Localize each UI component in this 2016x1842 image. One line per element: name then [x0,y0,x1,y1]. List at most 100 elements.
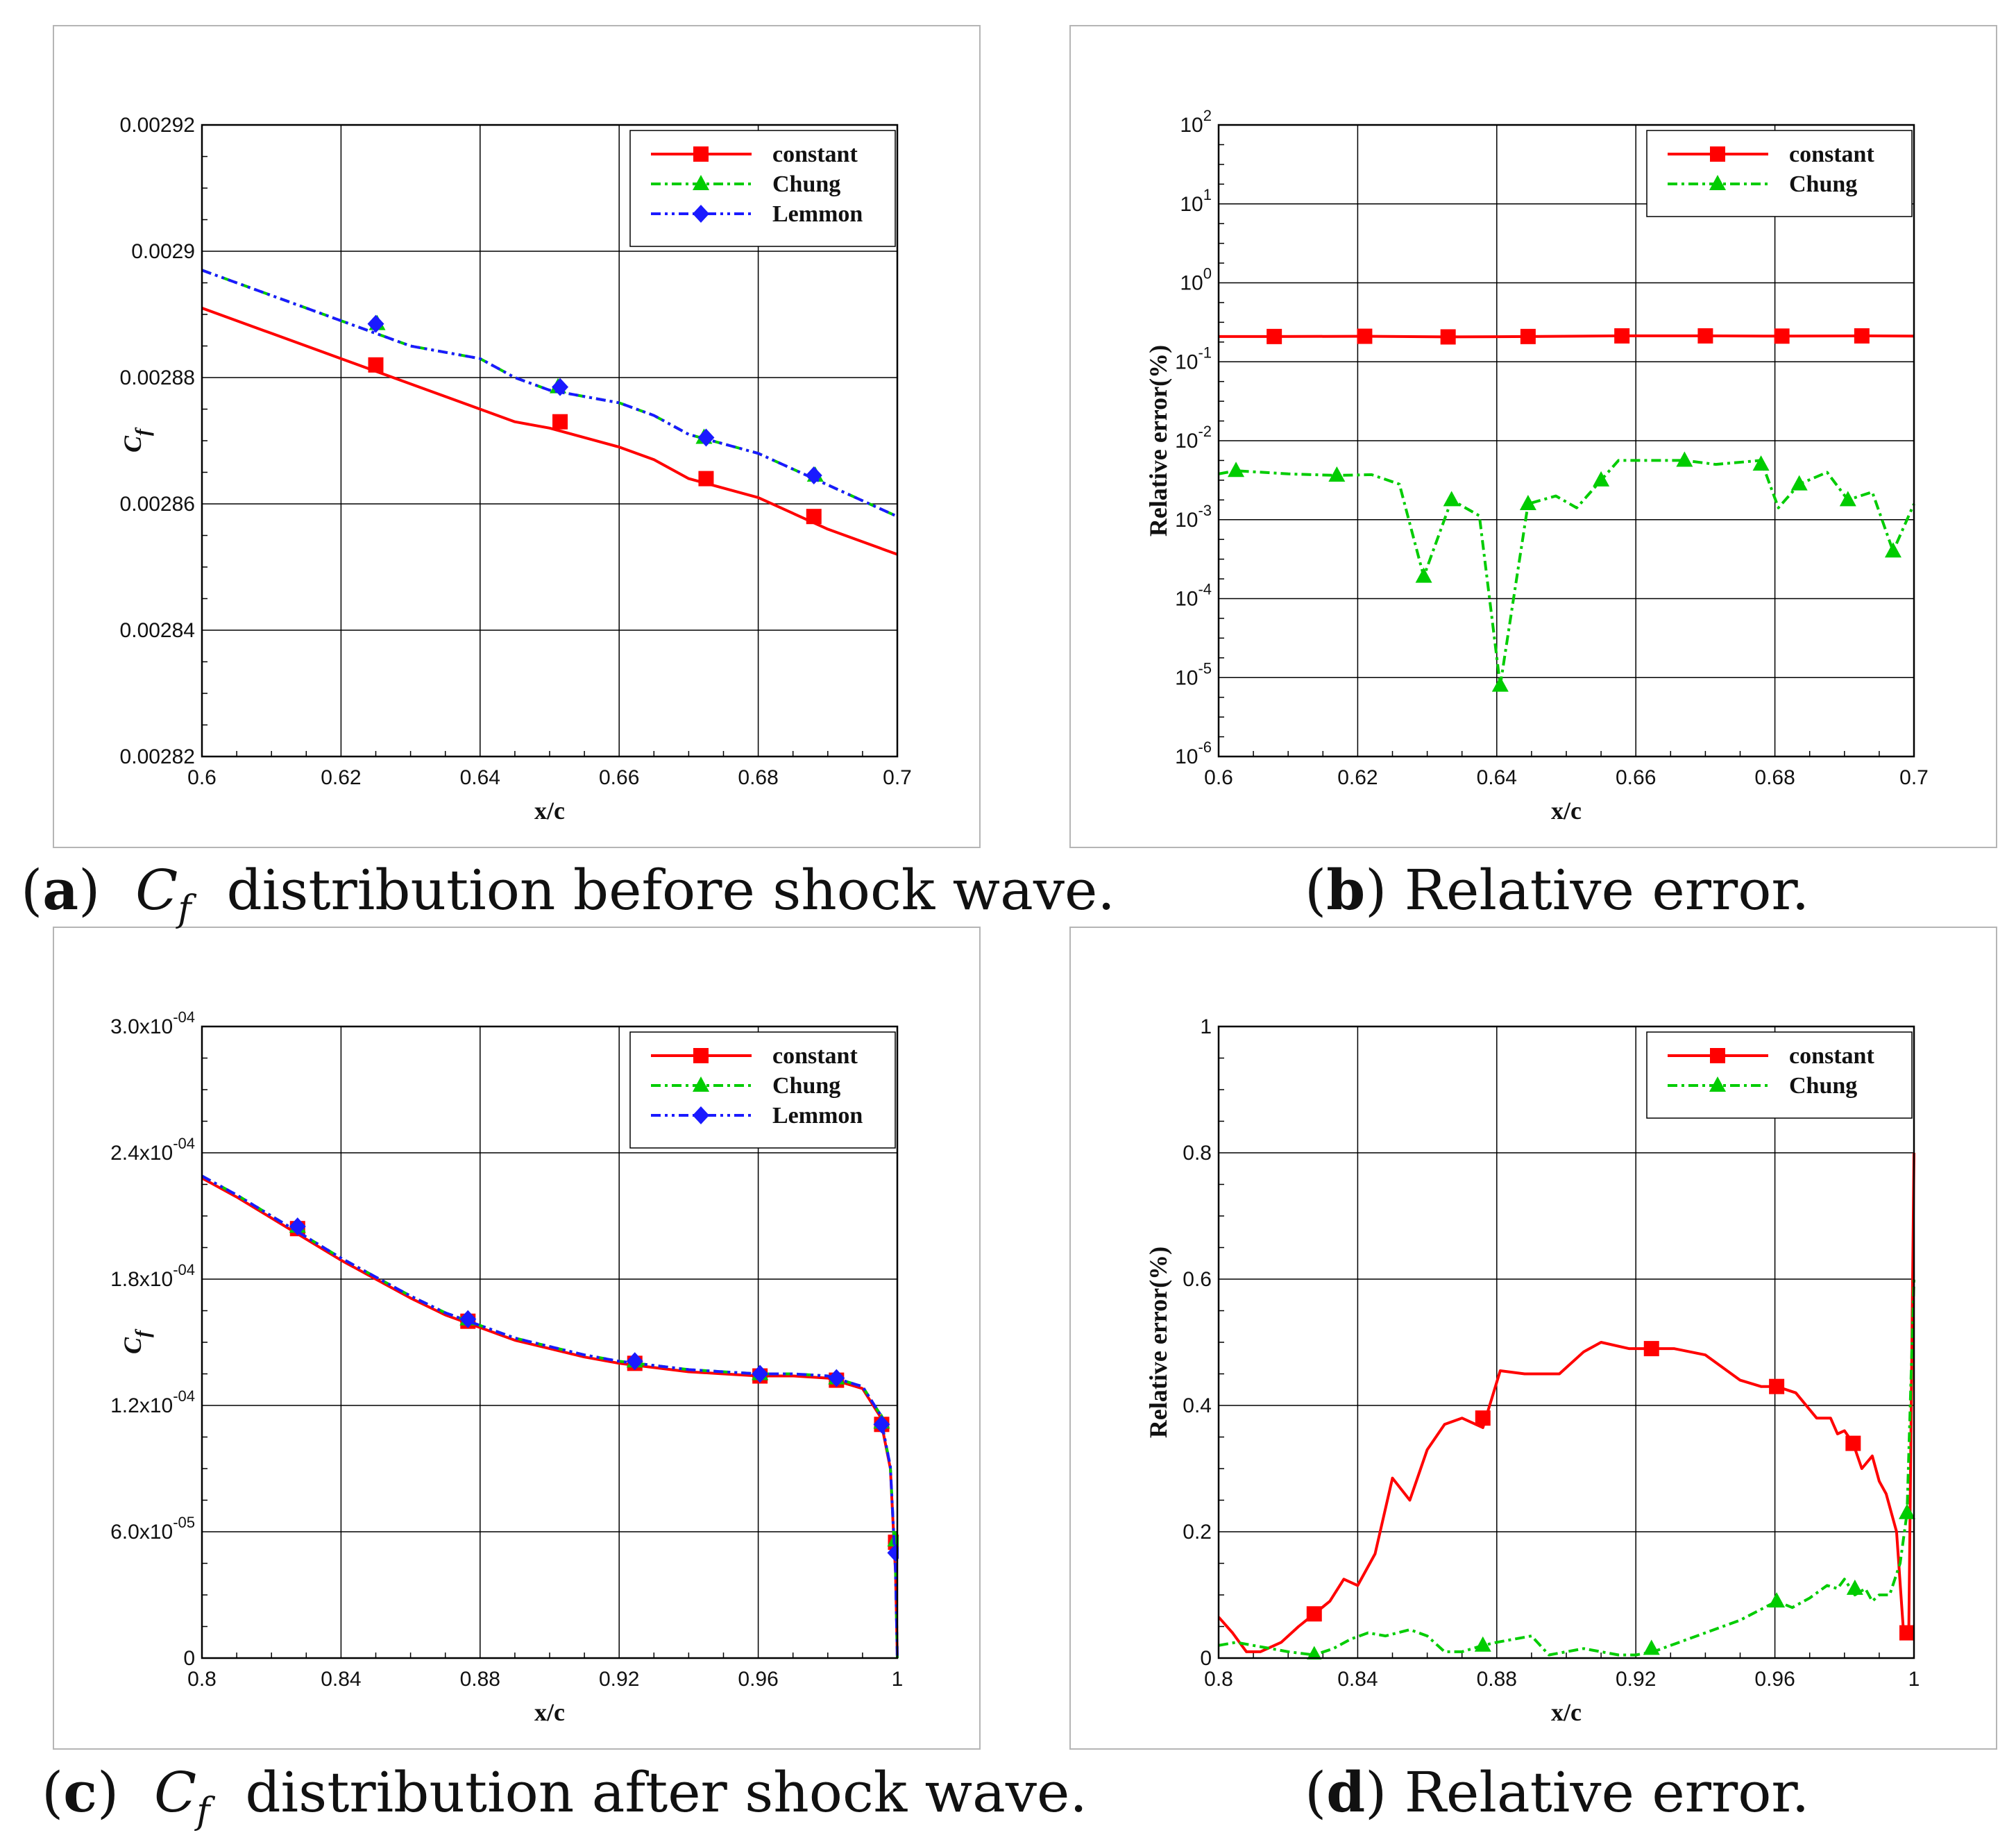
y-tick-exponent: -5 [1198,659,1212,677]
y-tick-label: 0.4 [1183,1394,1212,1417]
y-tick-exponent: -2 [1198,423,1212,440]
legend-label-constant: constant [772,142,858,167]
y-tick-exponent: -3 [1198,502,1212,519]
marker-chung [1307,1646,1322,1659]
caption-d-text: Relative error. [1404,1760,1810,1825]
chart-d: 0.8 0.84 0.88 0.92 0.96 1 0 0.2 0.4 0.6 0.8 1 x/c Rel… [1144,1015,1920,1726]
panel-d: 0.8 0.84 0.88 0.92 0.96 1 0 0.2 0.4 0.6 0.8 1 x/c Rel… [1069,927,1997,1750]
legend-marker-lemmon [693,205,709,223]
y-tick-label: 0.8 [1183,1142,1212,1165]
x-tick-label: 0.84 [321,1668,361,1691]
x-tick-label: 0.7 [883,766,912,789]
marker-lemmon [828,1369,845,1387]
y-tick-exponent: -05 [173,1514,195,1531]
marker-chung [1790,475,1808,491]
marker-constant [1697,328,1713,344]
legend-marker-constant [1710,1048,1725,1063]
marker-chung [1884,542,1901,558]
marker-chung [1846,1579,1863,1595]
marker-lemmon [459,1310,477,1328]
x-tick-label: 0.92 [599,1668,639,1691]
marker-constant [1643,1341,1659,1357]
y-tick-exponent: 0 [1203,265,1212,282]
y-tick-label: 0.00292 [120,114,195,137]
legend-marker-chung [693,175,709,190]
plot-area [202,269,898,556]
legend-label-chung: Chung [772,1073,840,1099]
x-tick-label: 0.62 [1337,766,1378,789]
series-line-constant [202,307,898,556]
y-tick-exponent: 1 [1203,186,1212,203]
y-axis-label-sub: f [131,1328,154,1337]
marker-chung [1228,462,1245,478]
x-axis-label: x/c [1551,1698,1582,1726]
caption-a-text: distribution before shock wave. [226,858,1115,922]
marker-constant [368,357,384,373]
x-tick-label: 0.68 [738,766,778,789]
y-tick-label: 10-5 [1175,659,1212,689]
y-tick-label: 1.2x10-04 [110,1387,195,1417]
legend-label-constant: constant [1789,142,1874,167]
y-axis-label-sub: f [131,427,154,436]
legend-marker-chung [1709,175,1726,190]
y-tick-label: 10-6 [1175,738,1212,768]
marker-constant [1845,1435,1861,1451]
chart-c: 0.8 0.84 0.88 0.92 0.96 1 0 6.0x10-05 1.2x10-04 1… [110,1008,903,1726]
legend-marker-chung [1709,1076,1726,1092]
legend-box [629,130,896,247]
x-axis-label: x/c [1551,797,1582,825]
legend-label-lemmon: Lemmon [772,1103,863,1129]
y-axis-label: Relative error(%) [1144,1247,1172,1438]
marker-constant [1475,1410,1491,1426]
panel-b: 0.6 0.62 0.64 0.66 0.68 0.7 10-6 10-5 10-4 10-3 10… [1069,25,1997,848]
marker-lemmon [873,1415,890,1434]
x-tick-label: 0.64 [1477,766,1517,789]
marker-chung [1898,1503,1915,1519]
x-tick-label: 0.96 [738,1668,778,1691]
caption-b: (b) Relative error. [1305,857,1810,922]
legend-label-chung: Chung [1789,171,1857,197]
y-tick-label: 3.0x10-04 [110,1008,195,1038]
y-tick-exponent: 2 [1203,107,1212,124]
plot-area [202,1174,899,1659]
plot-area [1219,328,1915,692]
panel-a: 0.6 0.62 0.64 0.66 0.68 0.7 0.00282 0.00284 0.00… [53,25,981,848]
x-tick-label: 0.96 [1754,1668,1795,1691]
series-line-chung [1219,459,1915,687]
marker-chung [1676,451,1693,467]
x-tick-label: 0.6 [1204,766,1233,789]
caption-c: (c) Cf distribution after shock wave. [42,1759,1087,1832]
panel-c: 0.8 0.84 0.88 0.92 0.96 1 0 6.0x10-05 1.2x10-04 1… [53,927,981,1750]
y-tick-label: 6.0x10-05 [110,1514,195,1544]
marker-chung [1474,1636,1491,1652]
x-axis-label: x/c [534,1698,565,1726]
legend-marker-chung [693,1076,709,1092]
marker-lemmon [805,466,822,485]
marker-constant [1520,328,1536,344]
x-tick-label: 0.6 [187,766,217,789]
caption-c-symbol-sub: f [196,1791,210,1832]
x-tick-label: 0.66 [599,766,639,789]
marker-constant [1774,328,1790,344]
caption-d: (d) Relative error. [1305,1759,1810,1825]
chart-a: 0.6 0.62 0.64 0.66 0.68 0.7 0.00282 0.00284 0.00… [119,114,912,825]
series-line-chung [202,1174,899,1659]
marker-lemmon [289,1217,306,1236]
legend-label-constant: constant [1789,1043,1874,1069]
y-tick-label: 10-4 [1175,581,1212,611]
plot-frame [1217,124,1915,758]
y-tick-label: 101 [1180,186,1212,216]
series-line-chung [1219,1278,1915,1657]
series-line-lemmon [202,1174,899,1659]
y-tick-label: 10-2 [1175,423,1212,453]
legend-marker-constant [1710,146,1725,162]
caption-c-letter: c [63,1759,97,1825]
y-tick-exponent: -6 [1198,738,1212,756]
x-axis-label: x/c [534,797,565,825]
marker-constant [1440,329,1456,345]
plot-frame [1217,1025,1915,1659]
plot-frame [201,1025,899,1659]
series-line-constant [1219,1152,1915,1653]
y-tick-exponent: -1 [1198,344,1212,361]
x-tick-label: 0.8 [187,1668,217,1691]
